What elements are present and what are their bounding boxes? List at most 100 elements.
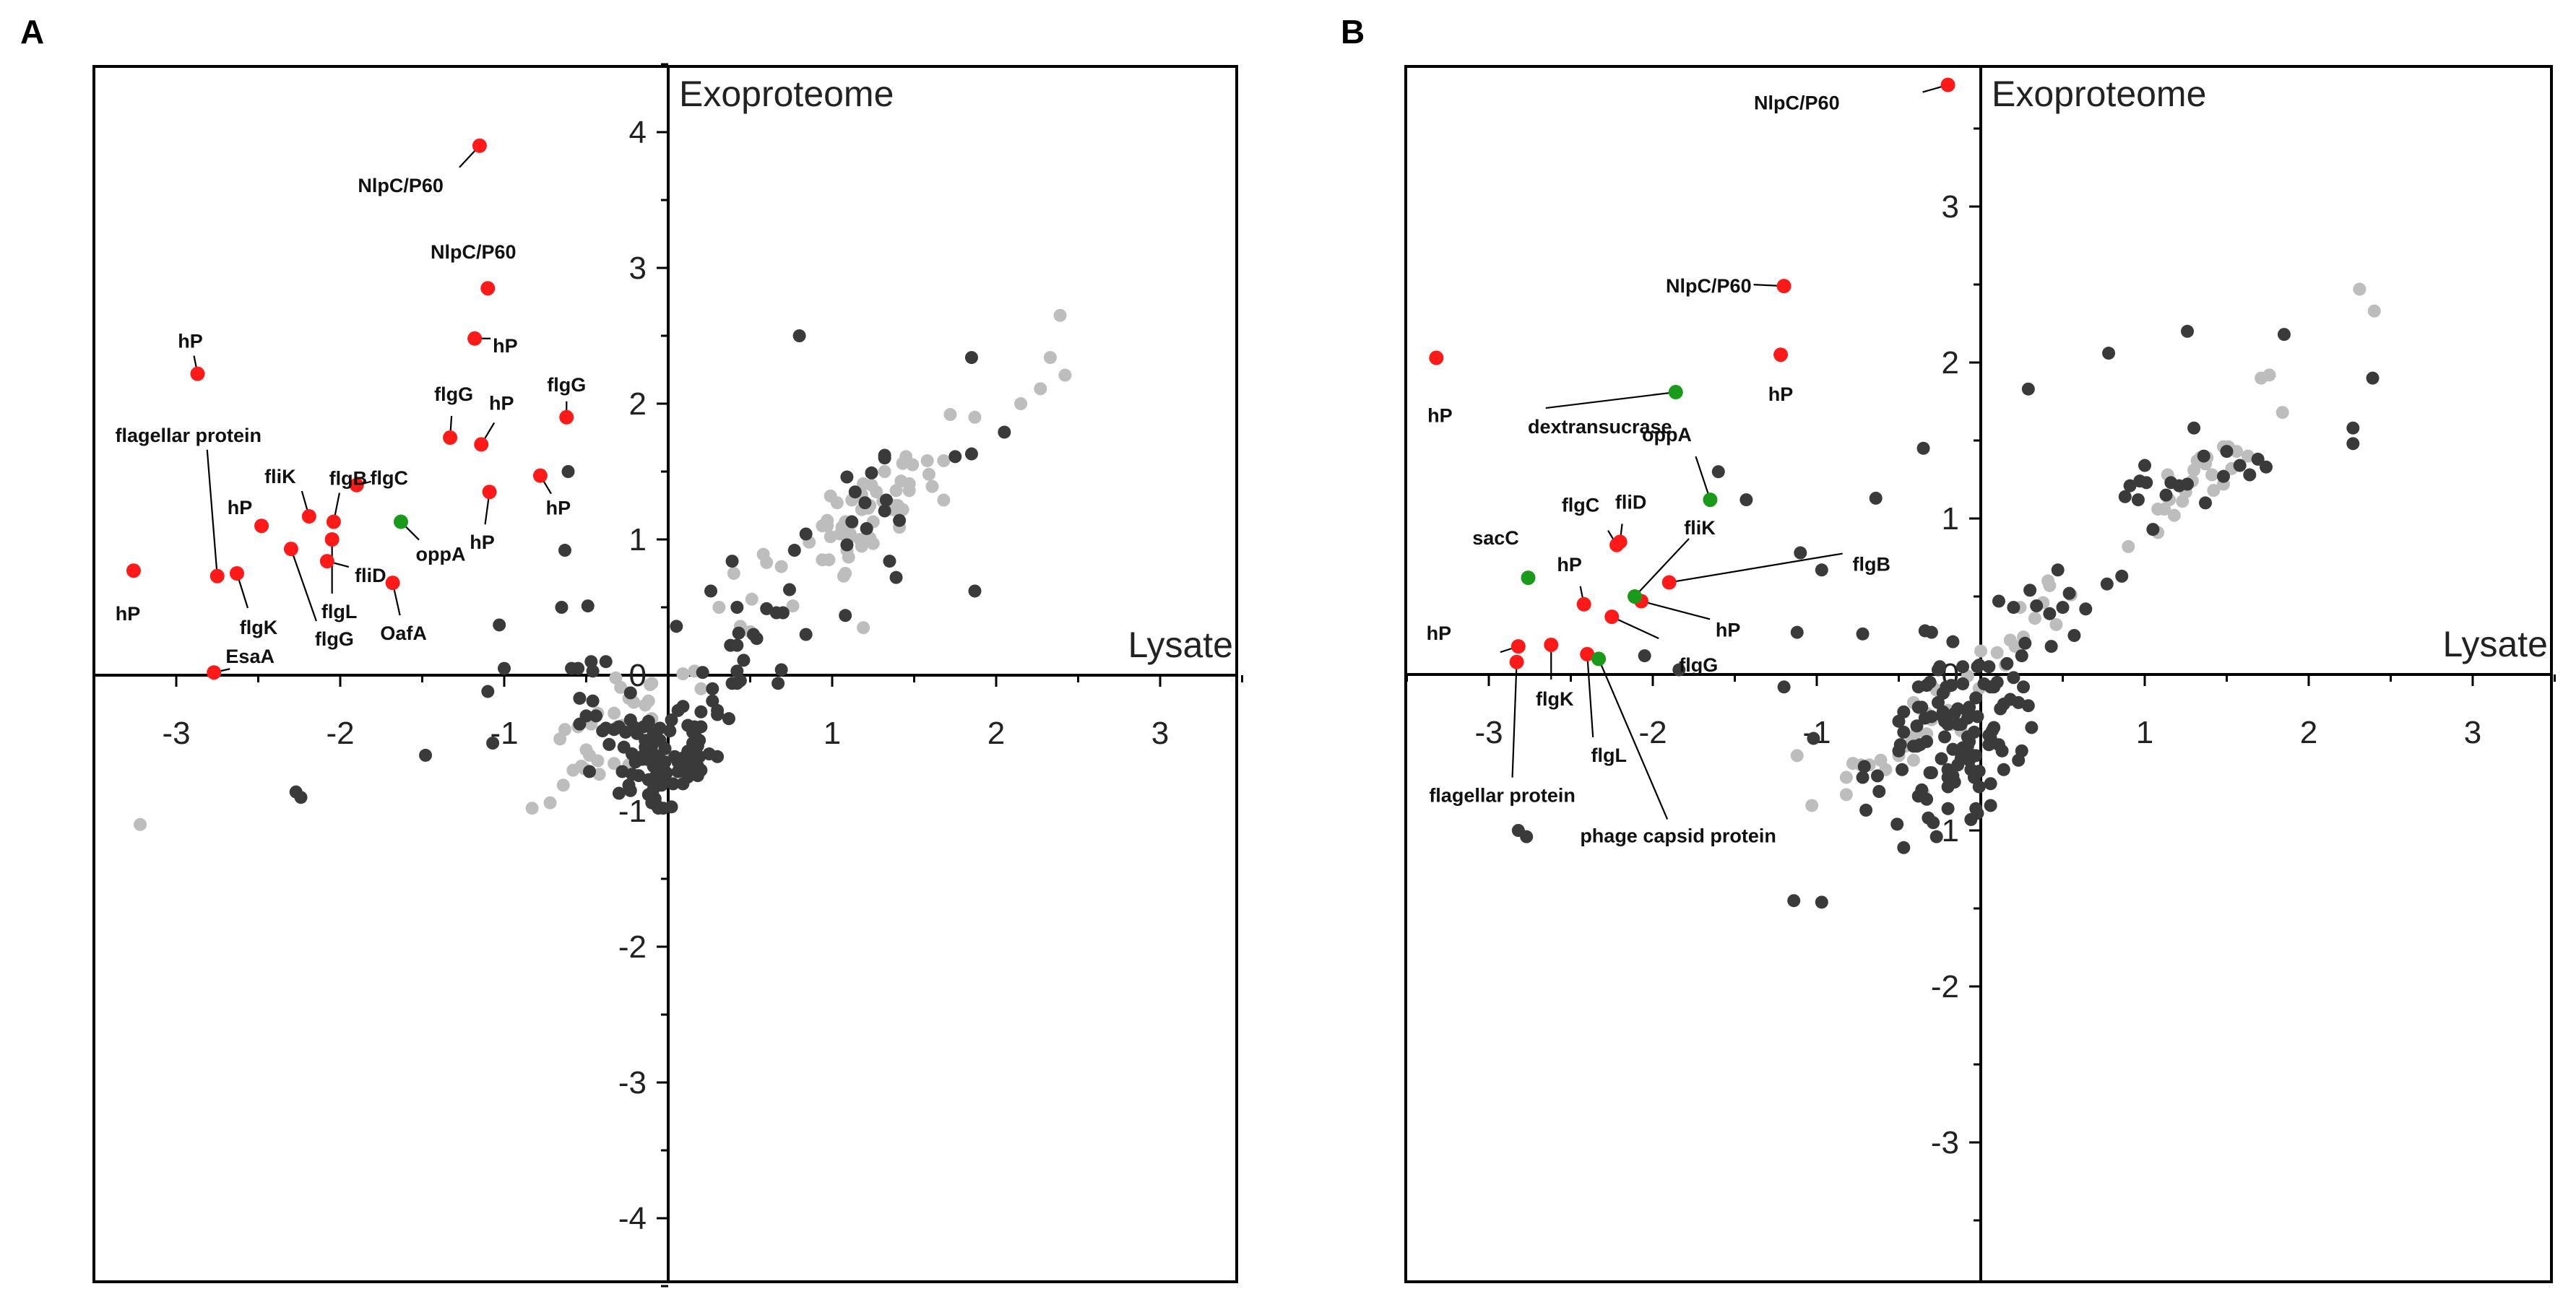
dark-data-point — [845, 515, 859, 529]
light-data-point — [2207, 484, 2221, 498]
y-tick-label: 1 — [1942, 501, 1959, 537]
dark-data-point — [1790, 625, 1804, 639]
dark-data-point — [2220, 445, 2234, 459]
annotation-leader-line — [1598, 658, 1669, 820]
dark-data-point — [599, 655, 613, 669]
dark-data-point — [1923, 766, 1937, 780]
point-annotation: flgC — [1562, 495, 1599, 516]
dark-data-point — [2100, 577, 2114, 591]
annotation-leader-line — [1695, 456, 1711, 500]
light-data-point — [592, 768, 606, 781]
dark-data-point — [2146, 523, 2160, 537]
light-data-point — [543, 796, 557, 810]
y-tick-label: -2 — [1931, 969, 1959, 1004]
point-annotation: flgG — [1679, 654, 1718, 676]
dark-data-point — [1956, 660, 1970, 674]
dark-data-point — [573, 691, 587, 705]
dark-data-point — [1897, 725, 1911, 739]
point-annotation: dextransucrase — [1528, 416, 1672, 438]
dark-data-point — [486, 737, 500, 750]
dark-data-point — [948, 450, 962, 464]
red-data-point — [1776, 279, 1791, 294]
panel-letter: B — [1341, 13, 1365, 51]
dark-data-point — [2123, 479, 2137, 492]
dark-data-point — [1971, 710, 1984, 724]
light-data-point — [968, 410, 982, 424]
dark-data-point — [689, 740, 703, 754]
y-tick-label: 4 — [629, 115, 647, 150]
light-data-point — [639, 698, 652, 712]
dark-data-point — [889, 570, 903, 584]
light-data-point — [2028, 612, 2041, 625]
dark-data-point — [294, 791, 308, 804]
dark-data-point — [2346, 421, 2360, 435]
x-tick-label: -3 — [1474, 715, 1503, 750]
dark-data-point — [676, 700, 690, 713]
dark-data-point — [2025, 721, 2039, 734]
dark-data-point — [558, 544, 571, 557]
dark-data-point — [1856, 771, 1870, 784]
light-data-point — [2049, 617, 2063, 631]
dark-data-point — [671, 765, 685, 778]
dark-data-point — [602, 737, 616, 751]
dark-data-point — [1964, 763, 1978, 776]
light-data-point — [786, 599, 800, 613]
x-tick-label: 3 — [1151, 716, 1169, 751]
dark-data-point — [2012, 695, 2026, 709]
point-annotation: flgG — [315, 628, 354, 650]
dark-data-point — [1910, 719, 1924, 733]
dark-data-point — [627, 720, 641, 734]
dark-data-point — [1931, 663, 1945, 677]
dark-data-point — [1897, 841, 1911, 854]
annotation-leader-line — [1545, 391, 1676, 409]
dark-data-point — [883, 555, 896, 568]
dark-data-point — [670, 620, 683, 633]
dark-data-point — [1961, 711, 1974, 725]
annotation-leader-line — [1511, 661, 1518, 778]
dark-data-point — [1951, 718, 1965, 732]
point-annotation: flgK — [240, 617, 278, 638]
dark-data-point — [419, 748, 433, 762]
light-data-point — [1790, 749, 1804, 763]
light-data-point — [2167, 508, 2181, 522]
dark-data-point — [724, 638, 738, 652]
point-annotation: hP — [228, 497, 253, 518]
dark-data-point — [2366, 371, 2380, 385]
point-annotation: NlpC/P60 — [431, 241, 517, 263]
point-annotation: phage capsid protein — [1580, 825, 1776, 846]
dark-data-point — [2243, 468, 2257, 482]
dark-data-point — [1963, 700, 1976, 714]
dark-data-point — [848, 485, 862, 499]
dark-data-point — [1992, 594, 2005, 608]
dark-data-point — [771, 677, 785, 690]
light-data-point — [1874, 753, 1888, 767]
dark-data-point — [1984, 799, 1997, 812]
light-data-point — [2041, 574, 2055, 588]
dark-data-point — [626, 747, 639, 761]
dark-data-point — [696, 666, 709, 680]
dark-data-point — [1941, 802, 1955, 815]
dark-data-point — [774, 663, 788, 677]
green-data-point — [393, 514, 408, 529]
dark-data-point — [626, 768, 639, 781]
dark-data-point — [998, 425, 1011, 439]
dark-data-point — [1938, 730, 1952, 744]
dark-data-point — [493, 618, 506, 632]
red-data-point — [1604, 609, 1620, 625]
point-annotation: sacC — [1472, 527, 1519, 549]
point-annotation: flgL — [321, 601, 357, 622]
point-annotation: oppA — [1642, 424, 1692, 446]
point-annotation: fliD — [355, 565, 386, 586]
light-data-point — [937, 453, 951, 467]
dark-data-point — [2007, 601, 2020, 615]
red-data-point — [467, 331, 483, 346]
dark-data-point — [2198, 496, 2212, 510]
point-annotation: EsaA — [225, 646, 275, 667]
light-data-point — [855, 539, 868, 553]
dark-data-point — [730, 677, 744, 690]
point-annotation: hP — [1427, 405, 1453, 427]
red-data-point — [1544, 637, 1559, 652]
light-data-point — [608, 706, 621, 720]
dark-data-point — [2138, 459, 2151, 472]
red-data-point — [349, 477, 364, 492]
